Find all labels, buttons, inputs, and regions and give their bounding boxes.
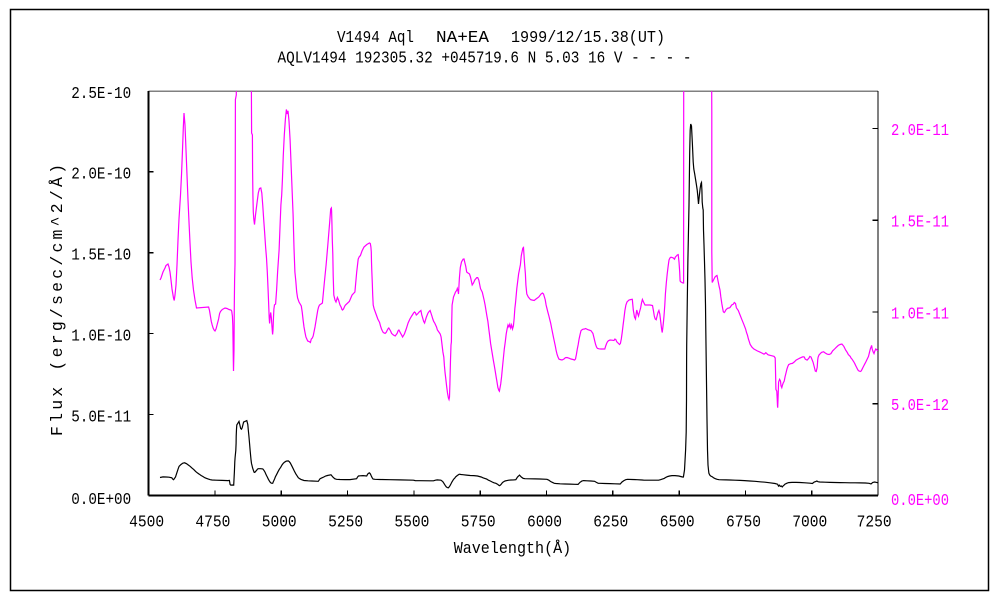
svg-text:0.0E+00: 0.0E+00 bbox=[71, 490, 131, 509]
svg-text:Flux (erg/sec/cm^2/Å): Flux (erg/sec/cm^2/Å) bbox=[48, 164, 67, 436]
svg-text:6500: 6500 bbox=[660, 513, 695, 532]
svg-text:6750: 6750 bbox=[726, 513, 761, 532]
svg-text:1.0E-10: 1.0E-10 bbox=[71, 327, 131, 346]
svg-text:7000: 7000 bbox=[792, 513, 827, 532]
svg-text:5.0E-12: 5.0E-12 bbox=[891, 396, 949, 415]
svg-text:5000: 5000 bbox=[262, 513, 297, 532]
svg-text:Wavelength(Å): Wavelength(Å) bbox=[454, 539, 572, 558]
svg-text:7250: 7250 bbox=[857, 513, 892, 532]
svg-text:4750: 4750 bbox=[195, 513, 230, 532]
svg-text:V1494 Aql: V1494 Aql bbox=[337, 28, 414, 47]
svg-text:5250: 5250 bbox=[328, 513, 363, 532]
svg-text:0.0E+00: 0.0E+00 bbox=[891, 491, 949, 510]
svg-text:AQLV1494 192305.32 +045719.6 N: AQLV1494 192305.32 +045719.6 N 5.03 16 V… bbox=[278, 49, 692, 68]
svg-text:1.5E-11: 1.5E-11 bbox=[891, 213, 949, 232]
svg-text:2.0E-11: 2.0E-11 bbox=[891, 121, 949, 140]
svg-text:4500: 4500 bbox=[129, 513, 164, 532]
svg-text:6000: 6000 bbox=[527, 513, 562, 532]
svg-text:5.0E-11: 5.0E-11 bbox=[71, 408, 131, 427]
svg-text:NA+EA: NA+EA bbox=[436, 28, 489, 47]
svg-text:1.0E-11: 1.0E-11 bbox=[891, 305, 949, 324]
svg-text:6250: 6250 bbox=[593, 513, 628, 532]
svg-text:5750: 5750 bbox=[461, 513, 496, 532]
svg-text:5500: 5500 bbox=[394, 513, 429, 532]
svg-text:1999/12/15.38(UT): 1999/12/15.38(UT) bbox=[511, 28, 665, 47]
svg-text:1.5E-10: 1.5E-10 bbox=[71, 246, 131, 265]
svg-text:2.5E-10: 2.5E-10 bbox=[71, 84, 131, 103]
svg-text:2.0E-10: 2.0E-10 bbox=[71, 165, 131, 184]
